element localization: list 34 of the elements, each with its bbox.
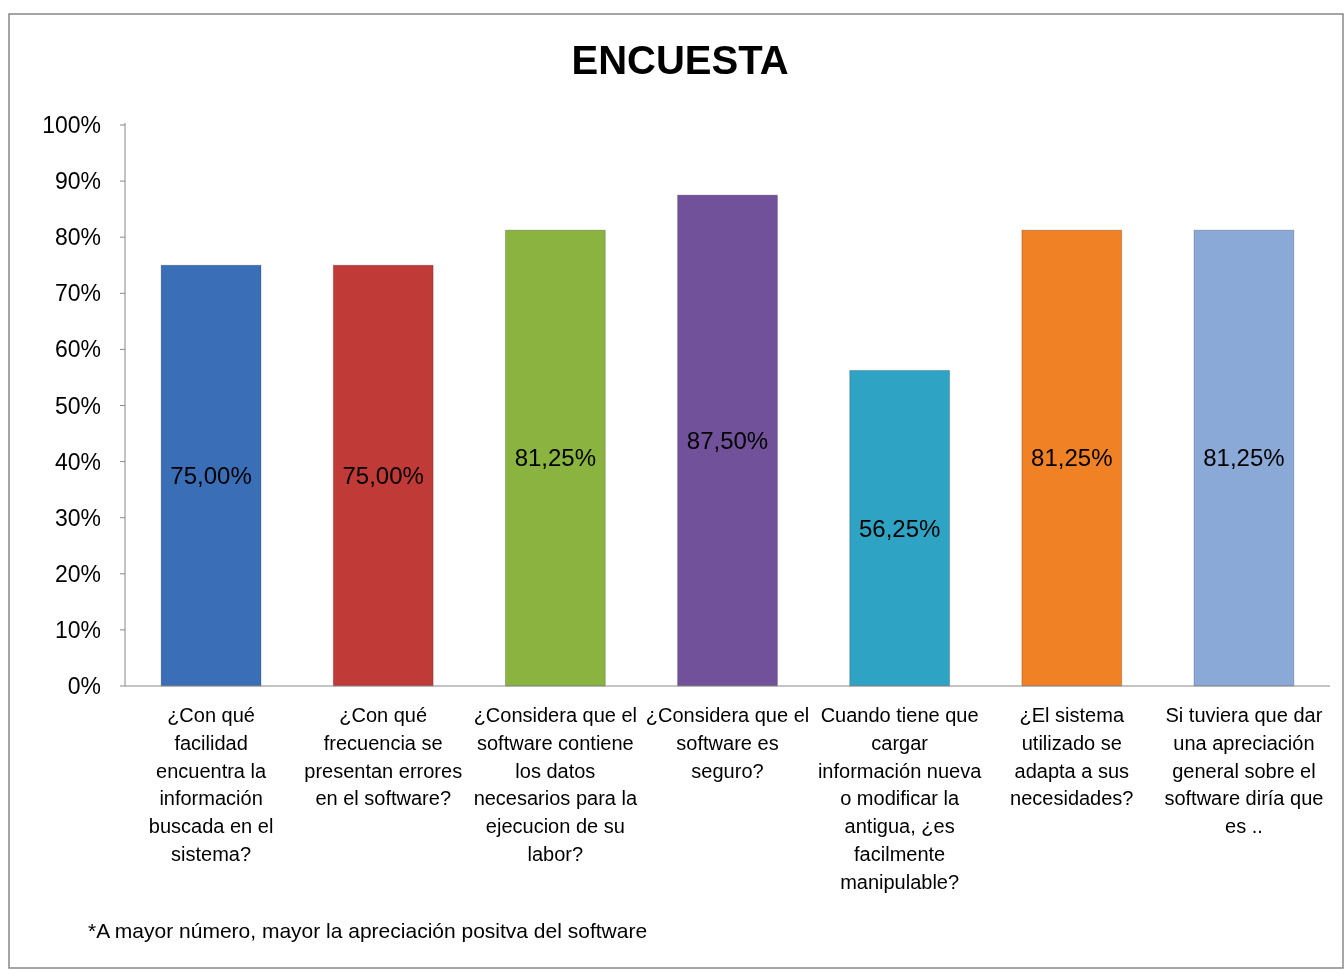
x-tick-label: Si tuviera que dar una apreciación general sobre el software diría que es ..	[1164, 704, 1324, 838]
data-label: 75,00%	[170, 462, 252, 490]
data-label: 87,50%	[686, 426, 769, 454]
y-tick-label: 80%	[54, 224, 101, 251]
y-tick-label: 50%	[54, 392, 101, 419]
bar	[332, 264, 434, 687]
x-tick-label: ¿Con qué frecuencia se presentan errores en el software?	[304, 704, 463, 810]
data-label: 81,25%	[1031, 444, 1113, 472]
y-tick-label: 0%	[67, 673, 101, 700]
chart-title: ENCUESTA	[571, 38, 789, 82]
data-label: 81,25%	[514, 444, 597, 472]
x-tick-label: Cuando tiene que cargar información nueva o modificar la antigua, ¿es facilmente manipulable?	[817, 704, 983, 893]
y-tick-label: 30%	[54, 504, 101, 531]
y-tick-label: 90%	[54, 168, 101, 195]
data-label: 81,25%	[1203, 444, 1285, 472]
y-tick-label: 70%	[54, 280, 101, 307]
bar	[504, 229, 606, 687]
x-tick-label: ¿El sistema utilizado se adapta a sus necesidades?	[1010, 704, 1134, 810]
bar	[160, 264, 262, 687]
x-tick-label: ¿Con qué facilidad encuentra la información buscada en el sistema?	[148, 704, 274, 865]
text: *A mayor número, mayor la apreciación positva del software	[88, 919, 648, 942]
y-tick-label: 100%	[42, 112, 101, 139]
bar	[1021, 229, 1123, 687]
y-tick-label: 20%	[54, 560, 101, 587]
x-tick-label: ¿Considera que el software es seguro?	[645, 704, 810, 782]
data-label: 75,00%	[342, 462, 424, 490]
y-tick-label: 10%	[54, 616, 101, 643]
data-label: 56,25%	[858, 514, 941, 542]
y-tick-label: 40%	[54, 448, 101, 475]
y-tick-label: 60%	[54, 336, 101, 363]
x-tick-label: ¿Considera que el software contiene los datos necesarios para la ejecucion de su labor?	[473, 704, 638, 865]
bar	[849, 369, 951, 687]
bar	[1193, 229, 1295, 687]
bar	[677, 194, 778, 687]
